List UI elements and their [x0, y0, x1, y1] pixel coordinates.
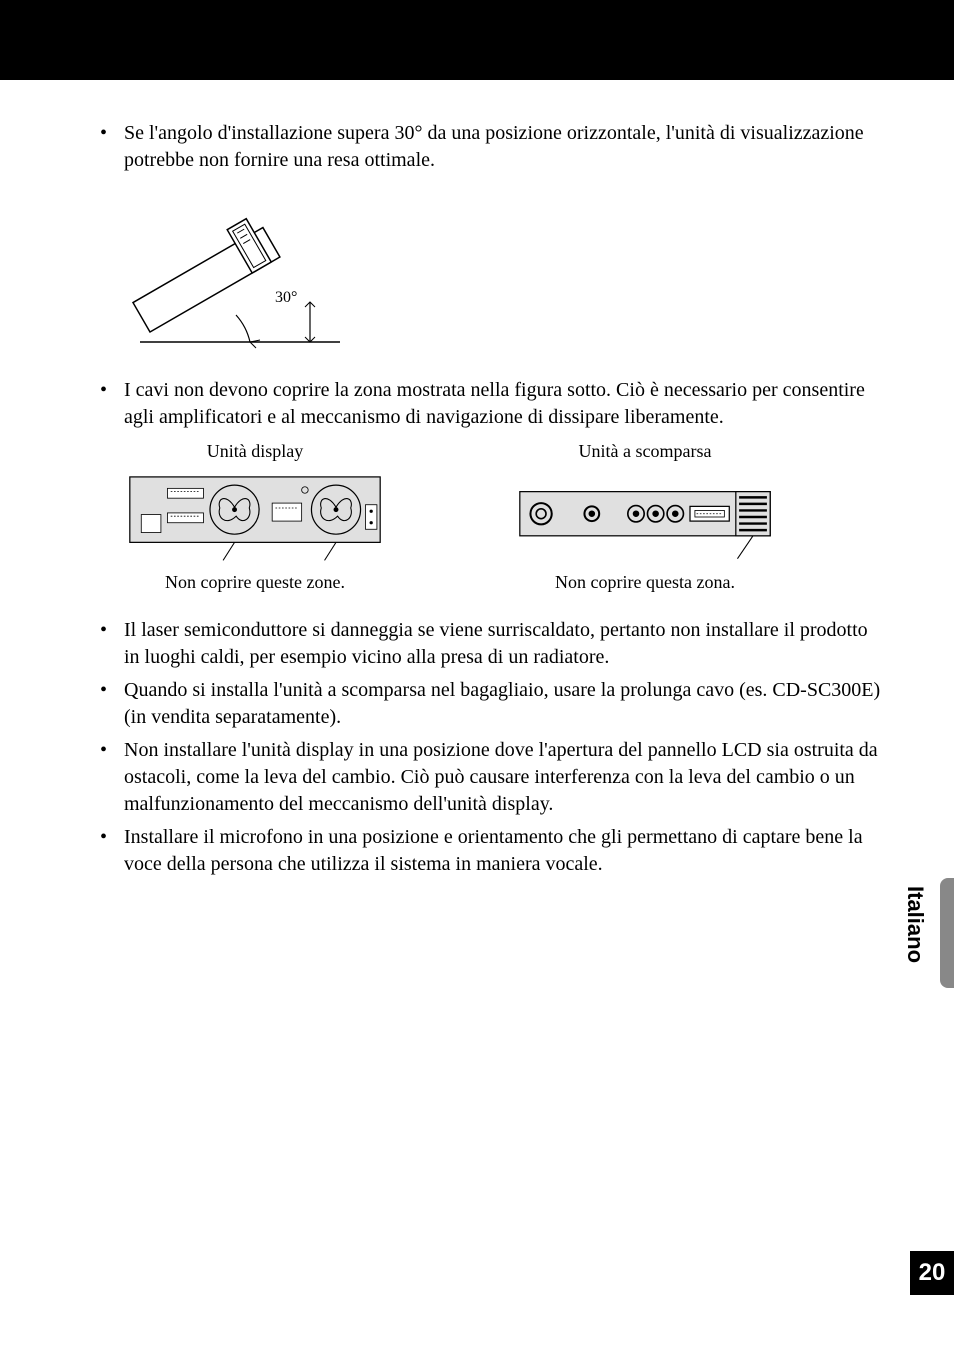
bullet-item: • Non installare l'unità display in una … — [100, 737, 884, 818]
bullet-marker: • — [100, 737, 124, 818]
bullet-text: Se l'angolo d'installazione supera 30° d… — [124, 120, 884, 174]
hideaway-unit-diagram: Unità a scomparsa — [490, 441, 800, 593]
diagram-title: Unità a scomparsa — [579, 441, 712, 462]
bullet-marker: • — [100, 617, 124, 671]
bullet-item: • Quando si installa l'unità a scomparsa… — [100, 677, 884, 731]
device-diagrams-row: Unità display — [100, 441, 884, 593]
page-number-box: 20 — [910, 1251, 954, 1295]
angle-label: 30° — [275, 289, 297, 306]
diagram-title: Unità display — [207, 441, 304, 462]
bullet-marker: • — [100, 120, 124, 174]
page-number: 20 — [919, 1259, 946, 1287]
diagram-caption: Non coprire queste zone. — [165, 572, 345, 593]
page-content: • Se l'angolo d'installazione supera 30°… — [0, 80, 954, 878]
display-unit-diagram: Unità display — [100, 441, 410, 593]
bullet-marker: • — [100, 677, 124, 731]
diagram-caption: Non coprire questa zona. — [555, 572, 735, 593]
bullet-text: Non installare l'unità display in una po… — [124, 737, 884, 818]
language-tab — [940, 878, 954, 988]
bullet-item: • Se l'angolo d'installazione supera 30°… — [100, 120, 884, 174]
bullet-item: • I cavi non devono coprire la zona most… — [100, 377, 884, 431]
display-unit-svg — [100, 472, 410, 562]
hideaway-unit-svg — [490, 472, 800, 562]
bullet-marker: • — [100, 824, 124, 878]
bullet-marker: • — [100, 377, 124, 431]
header-banner — [0, 0, 954, 80]
bullet-text: Quando si installa l'unità a scomparsa n… — [124, 677, 884, 731]
angle-diagram: 30° — [130, 192, 350, 352]
language-label: Italiano — [902, 886, 928, 963]
bullet-item: • Installare il microfono in una posizio… — [100, 824, 884, 878]
bullet-text: Il laser semiconduttore si danneggia se … — [124, 617, 884, 671]
bullet-text: Installare il microfono in una posizione… — [124, 824, 884, 878]
bullet-text: I cavi non devono coprire la zona mostra… — [124, 377, 884, 431]
bullet-item: • Il laser semiconduttore si danneggia s… — [100, 617, 884, 671]
